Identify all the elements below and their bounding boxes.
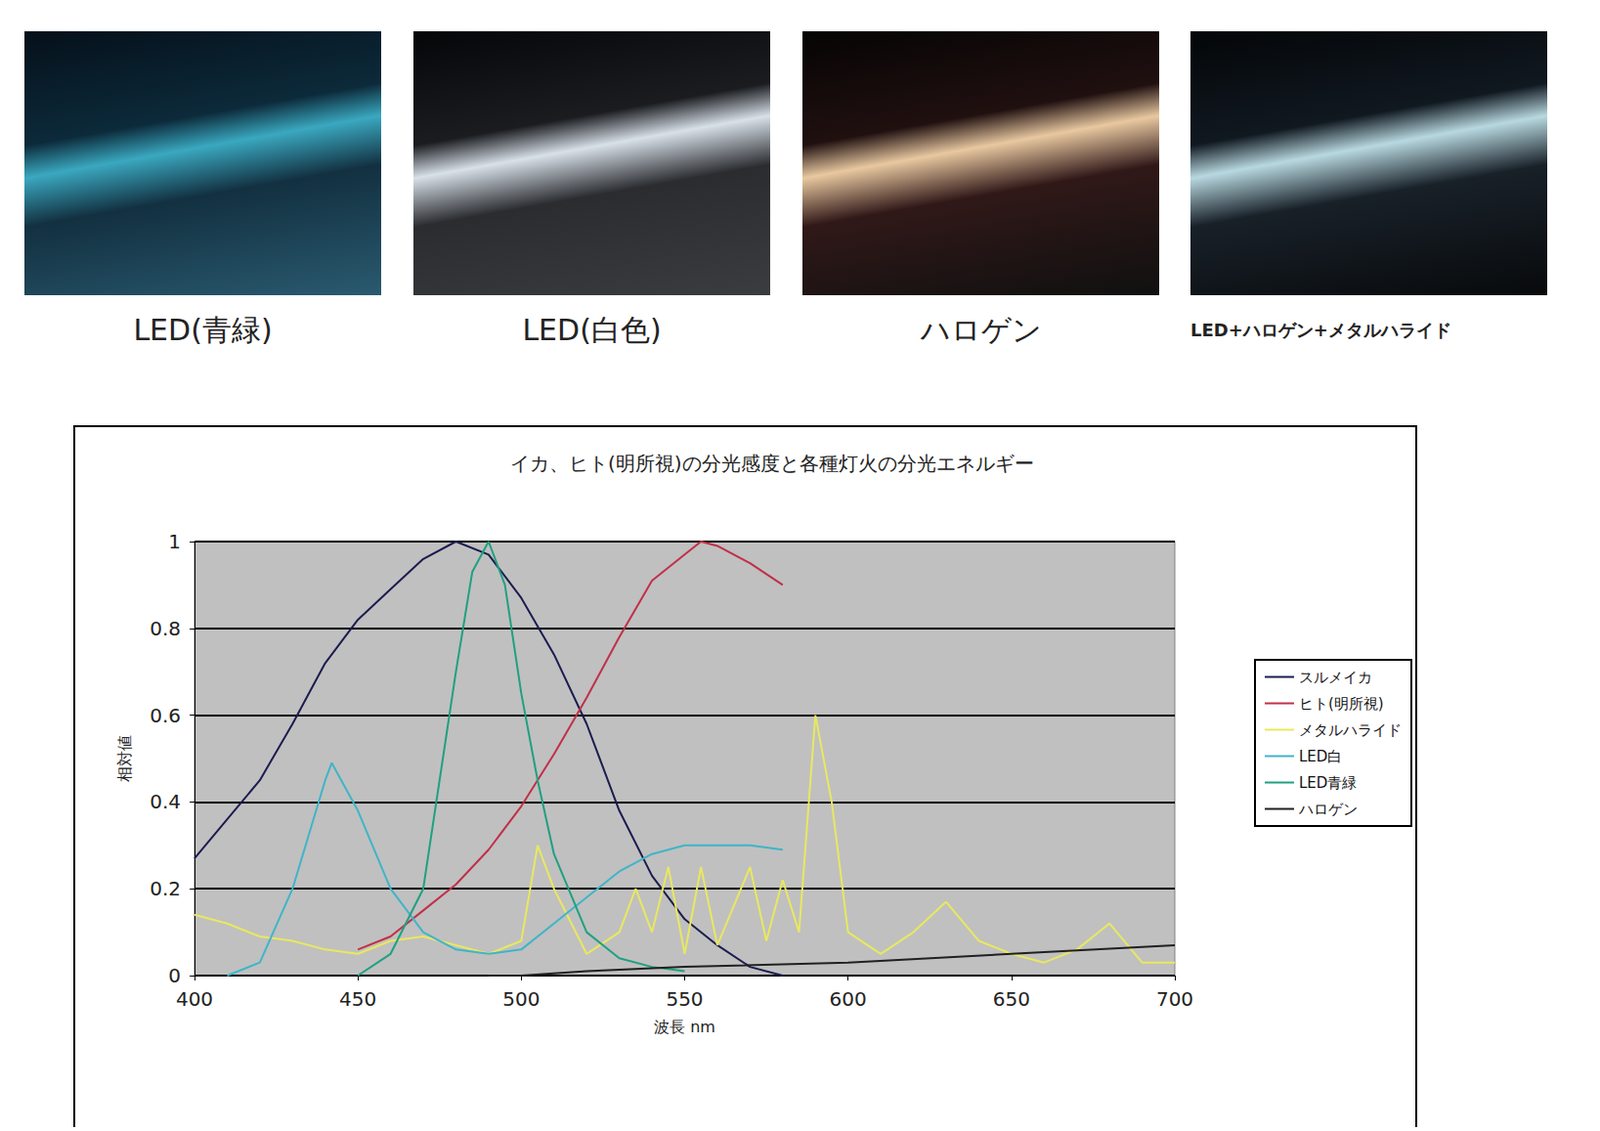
svg-text:相対値: 相対値 <box>115 735 134 782</box>
html-text:LED(青緑): LED(青緑) <box>133 312 273 347</box>
svg-text:波長 nm: 波長 nm <box>653 1017 716 1037</box>
svg-text:LED青緑: LED青緑 <box>1298 774 1357 792</box>
svg-text:700: 700 <box>1156 987 1194 1011</box>
svg-text:0.8: 0.8 <box>149 616 181 641</box>
svg-text:0.6: 0.6 <box>149 703 181 728</box>
svg-text:600: 600 <box>829 987 867 1011</box>
html-text:LED+ハロゲン+メタルハライド: LED+ハロゲン+メタルハライド <box>1190 319 1452 341</box>
svg-text:500: 500 <box>502 987 540 1011</box>
svg-text:400: 400 <box>175 987 214 1011</box>
svg-text:0.4: 0.4 <box>149 789 181 814</box>
svg-text:メタルハライド: メタルハライド <box>1298 721 1402 739</box>
html-text:ハロゲン: ハロゲン <box>920 312 1042 347</box>
svg-text:450: 450 <box>339 987 377 1011</box>
svg-text:ヒト(明所視): ヒト(明所視) <box>1298 694 1384 713</box>
svg-text:LED白: LED白 <box>1298 747 1342 766</box>
svg-text:スルメイカ: スルメイカ <box>1298 668 1373 687</box>
svg-text:ハロゲン: ハロゲン <box>1297 800 1358 819</box>
svg-text:0.2: 0.2 <box>149 876 181 901</box>
svg-text:650: 650 <box>993 987 1031 1011</box>
svg-text:イカ、ヒト(明所視)の分光感度と各種灯火の分光エネルギー: イカ、ヒト(明所視)の分光感度と各種灯火の分光エネルギー <box>510 451 1035 476</box>
svg-text:1: 1 <box>168 529 181 554</box>
html-text:LED(白色): LED(白色) <box>522 312 662 347</box>
svg-text:0: 0 <box>168 963 181 988</box>
svg-text:550: 550 <box>665 987 703 1011</box>
